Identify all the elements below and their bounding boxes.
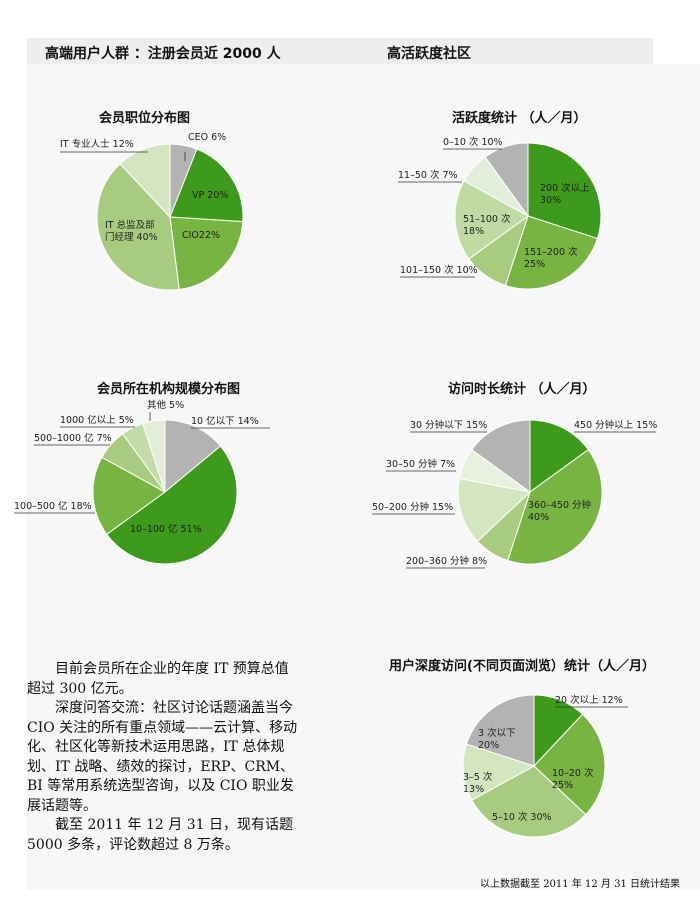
chart-title-positions: 会员职位分布图	[99, 111, 191, 126]
pie-slice	[457, 477, 532, 542]
pie-slice	[169, 216, 244, 290]
chart-title-activity: 活跃度统计 （人／月）	[452, 111, 587, 126]
slice-label: 1000 亿以上 5%	[60, 414, 134, 426]
slice-label: 3 次以下 20%	[478, 727, 516, 751]
pie-chart-2: 10 亿以下 14% 10–100 亿 51% 100–500 亿 18% 500–1…	[14, 399, 270, 565]
pie-slice	[462, 743, 536, 801]
pie-slice	[504, 215, 599, 290]
slice-label: VP 20%	[192, 190, 228, 201]
slice-label: IT 总监及部门经理 40%	[105, 219, 158, 243]
pie-slice	[169, 148, 244, 223]
slice-label: 10–100 亿 51%	[130, 523, 202, 535]
slice-label: 其他 5%	[147, 399, 184, 411]
slice-label: 20 次以上 12%	[555, 694, 623, 706]
pie-slice	[465, 694, 535, 767]
slice-label: 500–1000 亿 7%	[34, 432, 112, 444]
slice-label: 5–10 次 30%	[492, 811, 552, 823]
pie-slice	[142, 419, 166, 493]
slice-label: 100–500 亿 18%	[14, 500, 92, 512]
pie-slice	[96, 163, 180, 291]
header-title-users: 高端用户人群 ：注册会员近 2000 人	[45, 46, 281, 62]
pie-slice	[471, 765, 587, 838]
slice-label: 200–360 分钟 8%	[406, 555, 487, 567]
slice-label: 360–450 分钟 40%	[528, 499, 591, 523]
pie-slice	[92, 456, 166, 536]
header-title-activity: 高活跃度社区	[387, 46, 471, 62]
pie-chart-4: 20 次以上 12% 10–20 次 25% 5–10 次 30% 3–5 次 13% 3 …	[462, 694, 628, 838]
slice-label: CIO22%	[182, 230, 220, 241]
slice-label: 30–50 分钟 7%	[386, 458, 455, 470]
slice-label: 50–200 分钟 15%	[372, 501, 453, 513]
header-bar	[27, 38, 653, 64]
slice-label: 101–150 次 10%	[400, 264, 478, 276]
pie-slice	[119, 143, 171, 219]
slice-label: CEO 6%	[188, 132, 226, 143]
chart-title-page-depth: 用户深度访问(不同页面浏览）统计（人／月）	[389, 659, 655, 674]
stats-paragraph: 截至 2011 年 12 月 31 日，现有话题 5000 多条，评论数超过 8…	[27, 817, 293, 853]
pie-chart-3: 450 分钟以上 15% 360–450 分钟 40% 200–360 分钟 8% 50…	[372, 419, 657, 569]
slice-label: 11–50 次 7%	[398, 169, 458, 181]
intro-text: 目前会员所在企业的年度 IT 预算总值超过 300 亿元。 深度问答交流：社区讨…	[27, 660, 299, 855]
pie-slice	[106, 445, 238, 565]
chart-title-org-size: 会员所在机构规模分布图	[97, 382, 241, 397]
slice-label: 200 次以上 30%	[540, 182, 590, 206]
slice-label: 10–20 次 25%	[552, 767, 594, 791]
pie-slice	[164, 419, 222, 494]
pie-chart-0: CEO 6% VP 20% CIO22% IT 总监及部门经理 40% IT 专业人士 …	[60, 132, 244, 291]
slice-label: 151–200 次 25%	[524, 246, 578, 270]
pie-slice	[484, 142, 529, 218]
slice-label: 450 分钟以上 15%	[574, 419, 657, 431]
pie-slice	[533, 713, 606, 816]
slice-label: 3–5 次 13%	[463, 771, 493, 795]
pie-slice	[507, 448, 603, 565]
slice-label: 30 分钟以下 15%	[410, 419, 487, 431]
data-footnote: 以上数据截至 2011 年 12 月 31 日统计结果	[480, 879, 680, 890]
slice-label: 0–10 次 10%	[443, 136, 503, 148]
pie-slice	[529, 419, 589, 493]
topics-paragraph: 深度问答交流：社区讨论话题涵盖当今 CIO 关注的所有重点领域——云计算、移动化…	[27, 700, 298, 814]
pie-slice	[471, 419, 531, 493]
slice-label: 10 亿以下 14%	[191, 415, 259, 427]
pie-chart-1: 200 次以上 30% 151–200 次 25% 101–150 次 10% 51–10…	[398, 136, 602, 290]
chart-title-visit-duration: 访问时长统计 （人／月）	[448, 382, 596, 397]
pie-slice	[454, 180, 529, 260]
budget-paragraph: 目前会员所在企业的年度 IT 预算总值超过 300 亿元。	[27, 661, 289, 697]
slice-label: 51–100 次 18%	[463, 213, 511, 237]
slice-label: IT 专业人士 12%	[60, 138, 134, 150]
pie-slice	[527, 142, 602, 240]
